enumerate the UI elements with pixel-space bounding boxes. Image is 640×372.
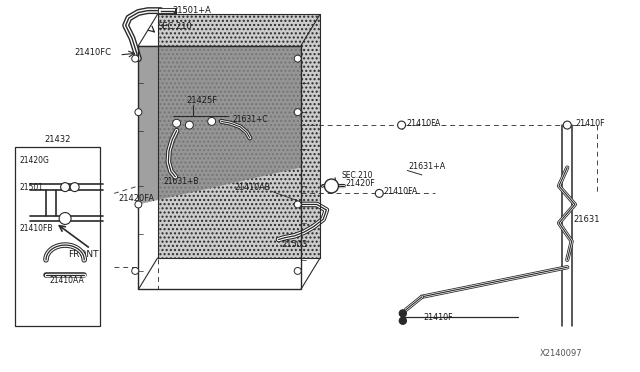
- Text: 21410FB: 21410FB: [19, 224, 52, 233]
- Text: FRONT: FRONT: [68, 250, 99, 259]
- Text: SEC.210: SEC.210: [341, 171, 372, 180]
- Circle shape: [135, 201, 142, 208]
- Circle shape: [173, 119, 180, 127]
- Circle shape: [59, 212, 71, 224]
- Circle shape: [208, 118, 216, 125]
- Circle shape: [70, 183, 79, 192]
- Text: 21410FA: 21410FA: [406, 119, 440, 128]
- Text: 21631: 21631: [573, 215, 600, 224]
- Circle shape: [375, 189, 383, 198]
- Circle shape: [61, 183, 70, 192]
- Circle shape: [399, 310, 406, 317]
- Circle shape: [132, 55, 139, 62]
- Circle shape: [135, 109, 142, 116]
- Text: 21631+A: 21631+A: [408, 162, 445, 171]
- Text: SEC.210: SEC.210: [157, 22, 192, 31]
- Circle shape: [294, 267, 301, 275]
- Bar: [15, 147, 100, 326]
- Circle shape: [324, 179, 339, 193]
- Circle shape: [563, 121, 572, 129]
- Text: 21420F: 21420F: [346, 179, 375, 188]
- Circle shape: [294, 55, 301, 62]
- Circle shape: [294, 109, 301, 116]
- Text: 21410FA: 21410FA: [384, 187, 418, 196]
- Text: 21420FA: 21420FA: [118, 195, 154, 203]
- Circle shape: [399, 317, 406, 324]
- Text: 21410F: 21410F: [424, 312, 454, 321]
- Circle shape: [397, 121, 406, 129]
- Text: 21631+C: 21631+C: [232, 115, 268, 124]
- Text: 21432: 21432: [45, 135, 71, 144]
- Text: 21410AA: 21410AA: [49, 276, 84, 285]
- Polygon shape: [138, 46, 301, 205]
- Text: 21410FC: 21410FC: [75, 48, 111, 57]
- Text: 21410AB: 21410AB: [234, 183, 270, 192]
- Text: 21420G: 21420G: [19, 155, 49, 165]
- Text: 21425F: 21425F: [186, 96, 218, 105]
- Circle shape: [294, 201, 301, 208]
- Text: 21501+A: 21501+A: [172, 6, 211, 15]
- Polygon shape: [157, 14, 320, 258]
- Circle shape: [132, 267, 139, 275]
- Text: 21410F: 21410F: [575, 119, 605, 128]
- Text: 21631+B: 21631+B: [164, 177, 200, 186]
- Text: X2140097: X2140097: [540, 350, 582, 359]
- Text: 21503: 21503: [282, 240, 308, 249]
- Text: 21501: 21501: [19, 183, 44, 192]
- Circle shape: [186, 121, 193, 129]
